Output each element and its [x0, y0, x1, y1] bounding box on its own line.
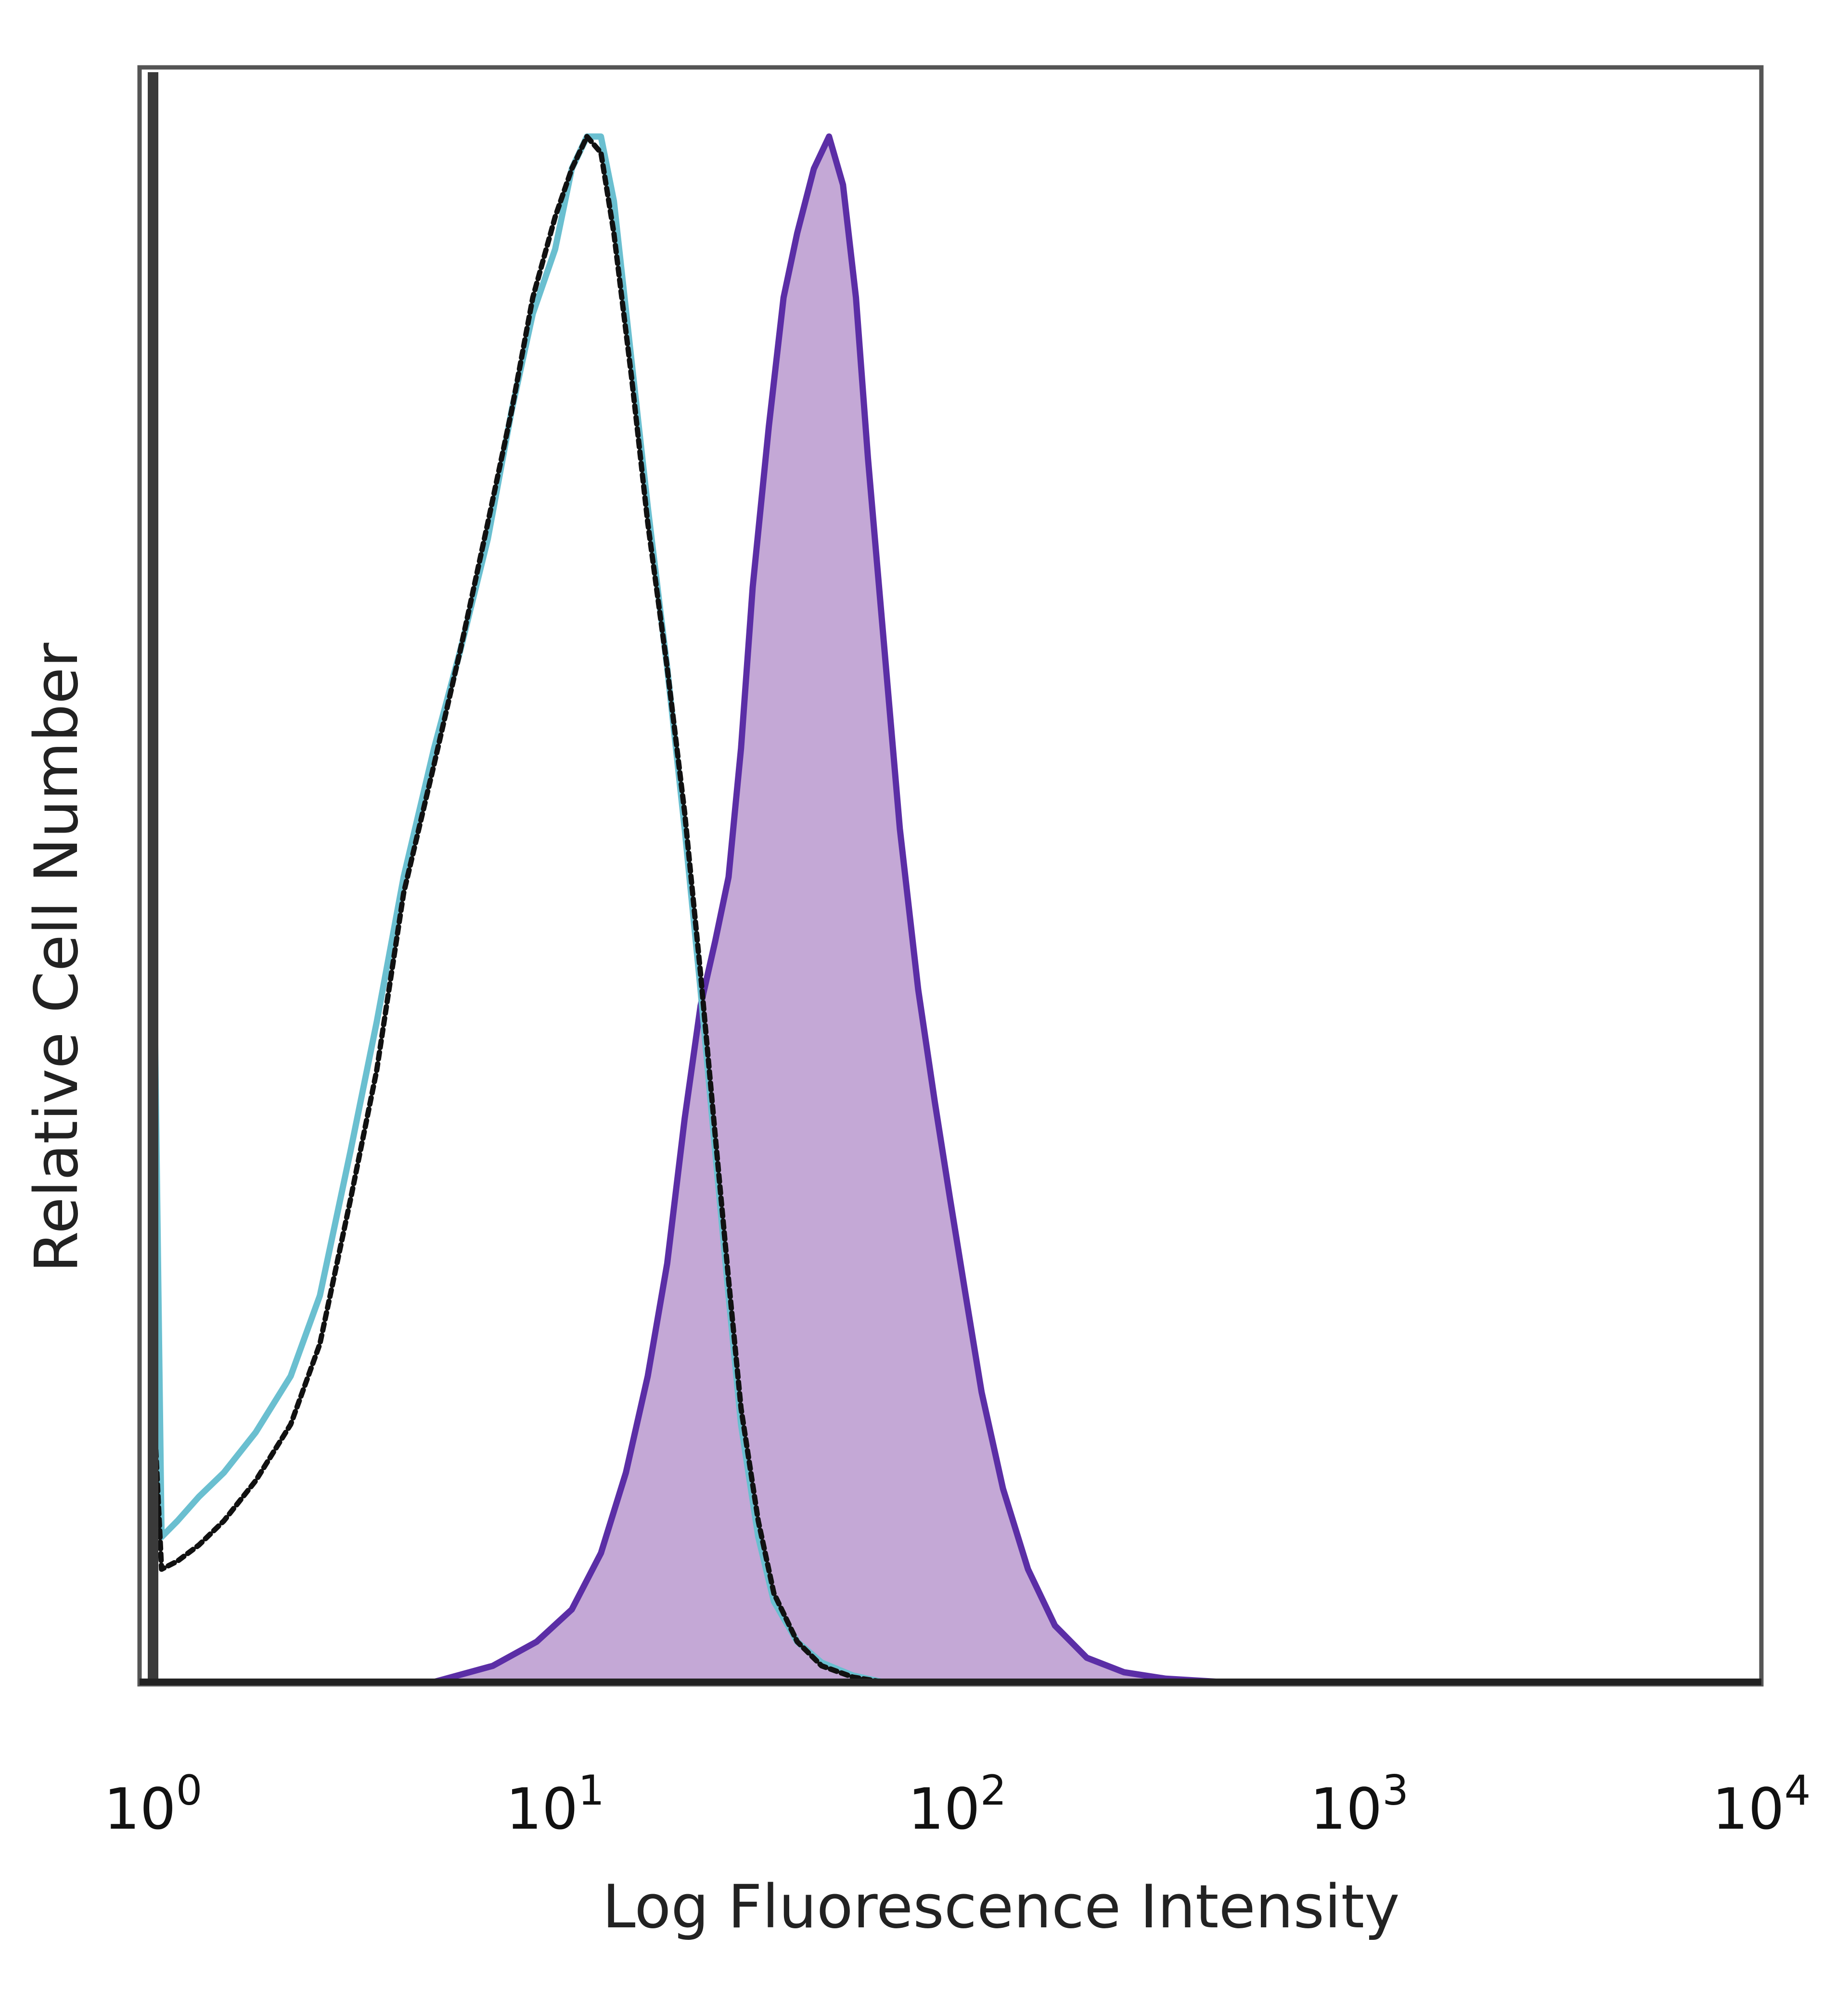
y-axis-title: Relative Cell Number [22, 643, 91, 1273]
x-tick-label: 104 [1712, 1767, 1811, 1842]
series-2-area [434, 136, 1220, 1682]
x-tick-label: 100 [104, 1767, 203, 1842]
x-tick-exponent: 1 [578, 1767, 604, 1815]
x-tick-label: 102 [908, 1767, 1007, 1842]
x-tick-exponent: 0 [176, 1767, 203, 1815]
series-1-line [150, 134, 885, 1685]
x-tick-labels: 100 101 102 103 104 [104, 1767, 1811, 1842]
x-tick-label: 101 [506, 1767, 604, 1842]
x-tick-base: 10 [1310, 1776, 1382, 1842]
x-tick-label: 103 [1310, 1767, 1409, 1842]
x-tick-base: 10 [908, 1776, 980, 1842]
x-tick-base: 10 [104, 1776, 176, 1842]
x-tick-base: 10 [1712, 1776, 1784, 1842]
x-tick-exponent: 4 [1784, 1767, 1811, 1815]
x-tick-base: 10 [506, 1776, 578, 1842]
series-layer [150, 133, 1223, 1685]
series-2-line [431, 133, 1223, 1685]
x-axis-title: Log Fluorescence Intensity [603, 1872, 1400, 1942]
x-tick-exponent: 2 [980, 1767, 1007, 1815]
x-tick-exponent: 3 [1382, 1767, 1409, 1815]
